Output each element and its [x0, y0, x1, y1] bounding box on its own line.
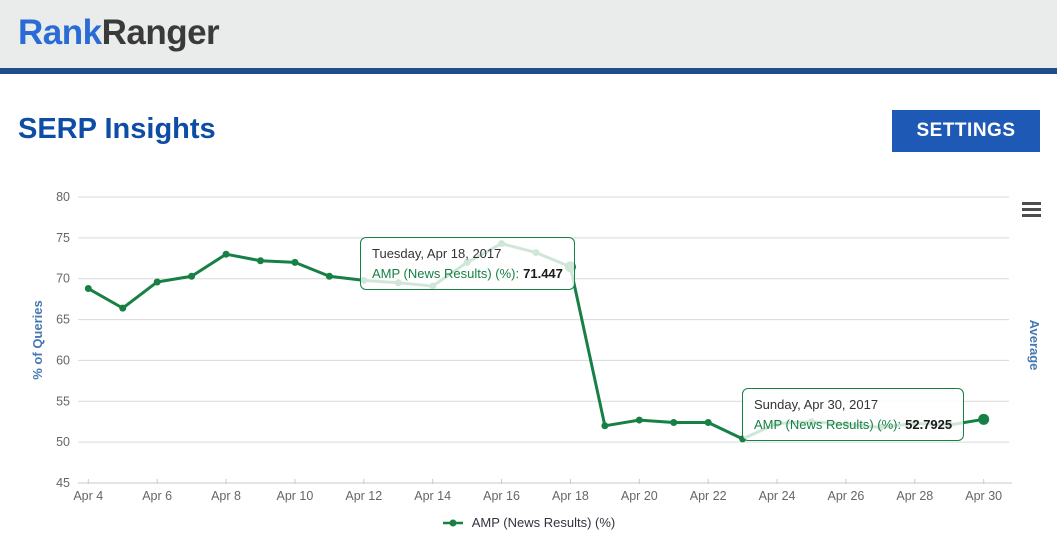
legend-label: AMP (News Results) (%) — [471, 515, 616, 530]
data-point-apr-9[interactable] — [256, 257, 264, 265]
data-point-apr-21[interactable] — [670, 419, 678, 427]
serp-insights-chart: 45 50 55 60 65 70 75 80 Apr 4 Apr 6 Apr 8 Apr 10 Apr… — [0, 180, 1057, 537]
legend-line-marker-icon — [442, 519, 463, 526]
x-axis-tick-label: Apr 10 — [277, 489, 314, 503]
x-axis-tick-label: Apr 24 — [759, 489, 796, 503]
data-point-apr-7[interactable] — [188, 272, 196, 280]
x-axis-tick-label: Apr 22 — [690, 489, 727, 503]
data-point-apr-5[interactable] — [119, 304, 127, 312]
data-point-apr-22[interactable] — [704, 419, 712, 427]
x-axis-tick-label: Apr 28 — [896, 489, 933, 503]
tooltip-value: 71.447 — [523, 265, 563, 281]
hamburger-bar — [1022, 202, 1041, 205]
data-point-apr-11[interactable] — [325, 272, 333, 280]
settings-button[interactable]: SETTINGS — [892, 110, 1040, 152]
right-axis-title: Average — [1027, 320, 1042, 371]
x-axis-tick-label: Apr 30 — [965, 489, 1002, 503]
tooltip-series-label: AMP (News Results) (%): — [372, 265, 520, 281]
chart-tooltip-apr-18: Tuesday, Apr 18, 2017 AMP (News Results)… — [360, 237, 575, 290]
x-axis-tick-label: Apr 16 — [483, 489, 520, 503]
y-axis-tick-label: 75 — [56, 231, 70, 245]
y-axis-tick-label: 65 — [56, 313, 70, 327]
logo-text-rank: Rank — [18, 13, 102, 52]
x-axis-tick-label: Apr 18 — [552, 489, 589, 503]
chart-legend: AMP (News Results) (%) — [0, 515, 1057, 530]
tooltip-value-line: AMP (News Results) (%): 71.447 — [372, 264, 563, 284]
x-axis-tick-label: Apr 14 — [414, 489, 451, 503]
tooltip-value-line: AMP (News Results) (%): 52.7925 — [754, 415, 952, 435]
app-header: RankRanger — [0, 0, 1057, 68]
y-axis-tick-label: 45 — [56, 476, 70, 490]
y-axis-tick-label: 50 — [56, 435, 70, 449]
x-axis-tick-label: Apr 8 — [211, 489, 241, 503]
x-axis-tick-label: Apr 4 — [73, 489, 103, 503]
tooltip-series-label: AMP (News Results) (%): — [754, 416, 902, 432]
y-axis-tick-label: 80 — [56, 190, 70, 204]
tooltip-date: Sunday, Apr 30, 2017 — [754, 397, 879, 412]
x-axis-tick-label: Apr 12 — [345, 489, 382, 503]
hamburger-bar — [1022, 214, 1041, 217]
hamburger-menu-icon[interactable] — [1022, 202, 1041, 217]
data-point-apr-20[interactable] — [635, 416, 643, 424]
rankranger-logo[interactable]: RankRanger — [18, 13, 220, 53]
header-divider-bar — [0, 68, 1057, 74]
y-axis-tick-label: 60 — [56, 353, 70, 367]
chart-canvas: 45 50 55 60 65 70 75 80 Apr 4 Apr 6 Apr 8 Apr 10 Apr… — [30, 190, 1042, 503]
data-point-apr-30[interactable] — [978, 413, 990, 425]
chart-tooltip-apr-30: Sunday, Apr 30, 2017 AMP (News Results) … — [742, 388, 965, 441]
data-point-apr-10[interactable] — [291, 258, 299, 266]
legend-item-amp-news-results[interactable]: AMP (News Results) (%) — [442, 515, 616, 530]
x-axis-tick-label: Apr 20 — [621, 489, 658, 503]
x-axis-tick-label: Apr 26 — [828, 489, 865, 503]
y-axis-tick-label: 55 — [56, 394, 70, 408]
data-point-apr-4[interactable] — [84, 285, 92, 293]
tooltip-date: Tuesday, Apr 18, 2017 — [372, 246, 502, 261]
hamburger-bar — [1022, 208, 1041, 211]
logo-text-ranger: Ranger — [101, 13, 220, 52]
data-point-apr-19[interactable] — [601, 422, 609, 430]
data-point-apr-6[interactable] — [153, 278, 161, 286]
y-axis-title: % of Queries — [30, 300, 45, 379]
x-axis-tick-label: Apr 6 — [142, 489, 172, 503]
tooltip-value: 52.7925 — [905, 416, 953, 432]
page-title: SERP Insights — [18, 113, 216, 145]
data-point-apr-8[interactable] — [222, 250, 230, 258]
y-axis-tick-label: 70 — [56, 272, 70, 286]
